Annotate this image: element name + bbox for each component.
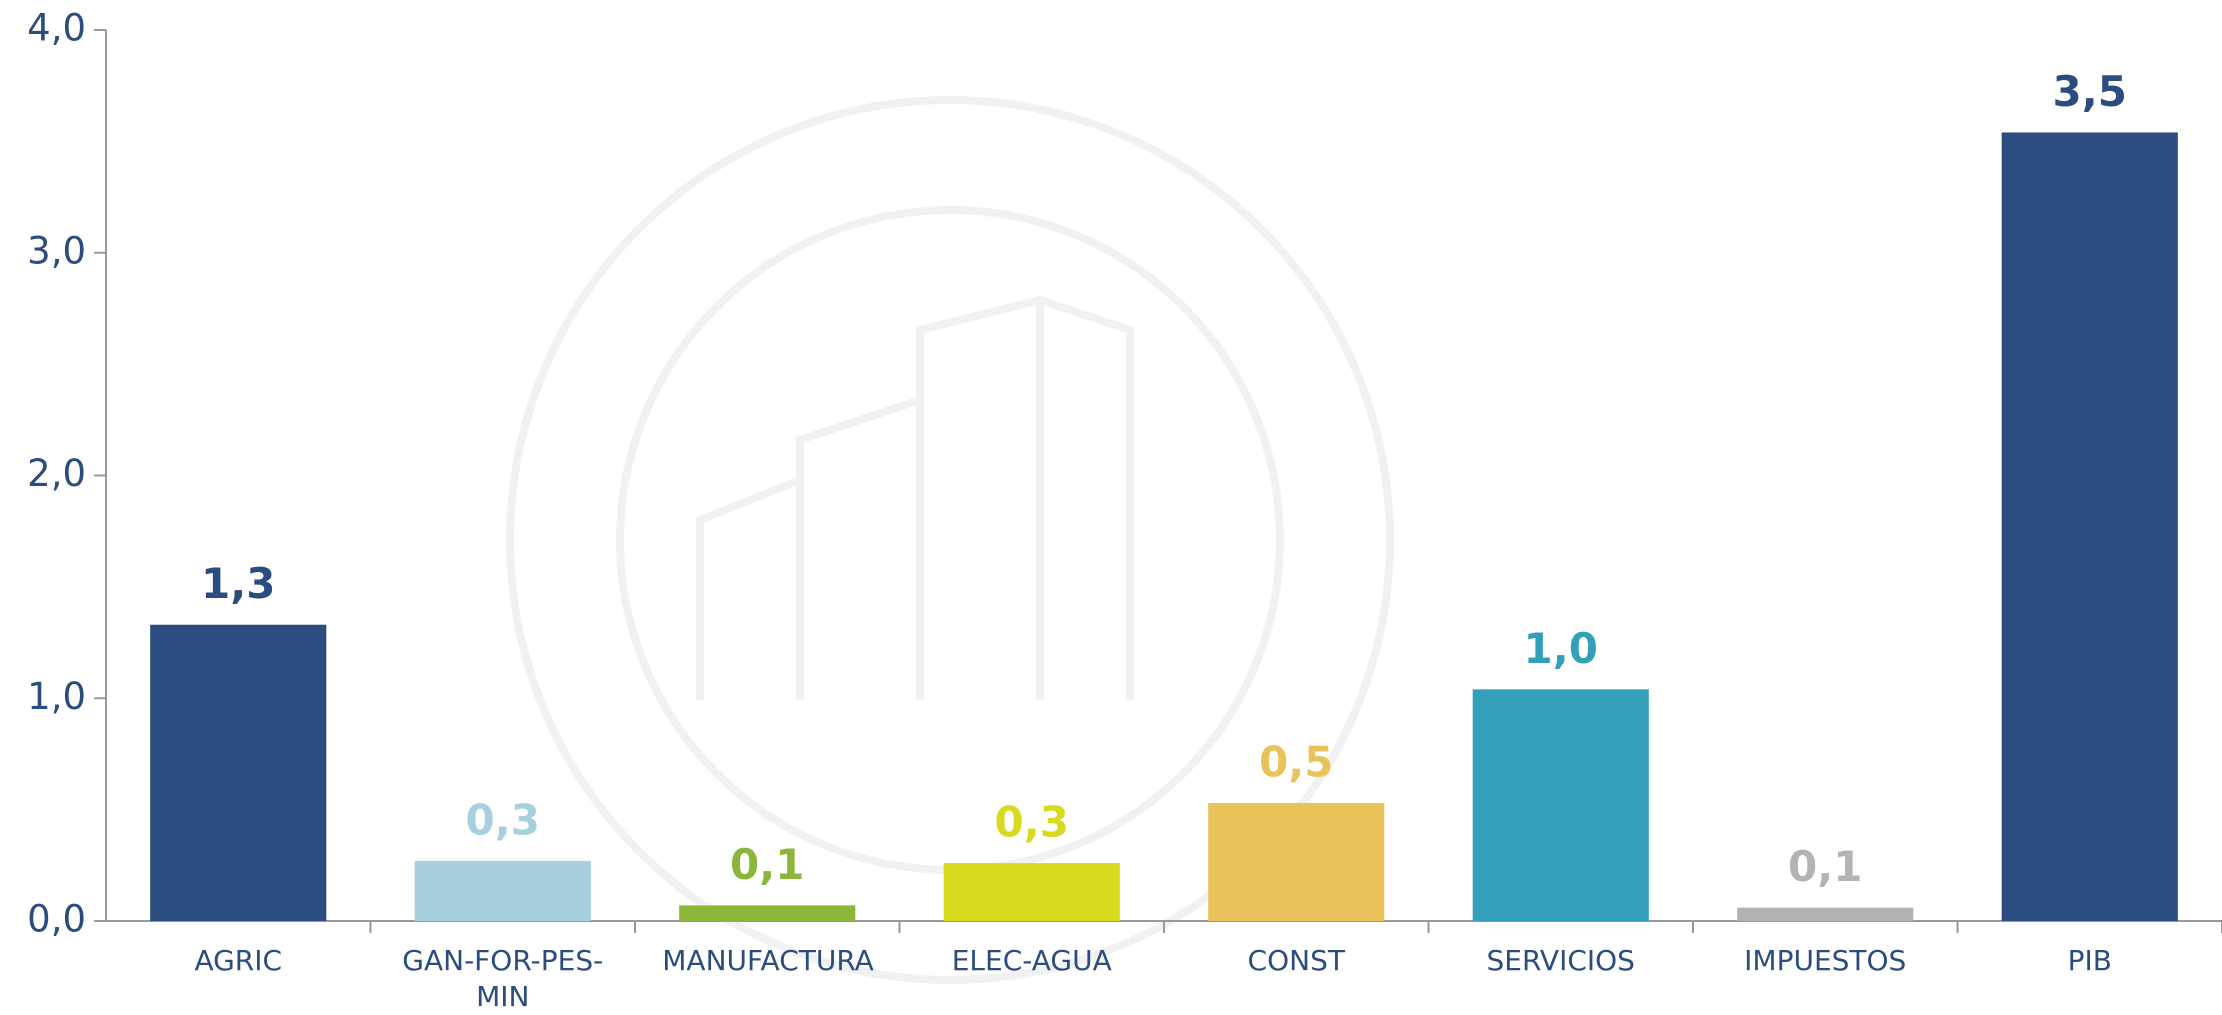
x-tick-label: PIB (2067, 944, 2112, 977)
y-tick-label: 2,0 (27, 452, 86, 495)
value-label: 0,1 (730, 840, 804, 889)
x-tick-label: MANUFACTURA (662, 944, 874, 977)
x-tick-label: ELEC-AGUA (951, 944, 1112, 977)
bar (150, 624, 327, 921)
bar (1208, 802, 1385, 921)
value-label: 1,0 (1524, 624, 1598, 673)
value-label: 0,3 (466, 795, 540, 844)
y-tick-label: 4,0 (27, 7, 86, 50)
y-tick-label: 1,0 (27, 675, 86, 718)
bar (2001, 132, 2178, 922)
bar (943, 863, 1120, 921)
x-tick-label: GAN-FOR-PES-MIN (402, 944, 604, 1013)
bar (1472, 689, 1649, 921)
value-label: 0,5 (1259, 737, 1333, 786)
y-tick-label: 0,0 (27, 898, 86, 941)
x-tick-label: CONST (1247, 944, 1345, 977)
value-label: 1,3 (201, 559, 275, 608)
value-label: 0,3 (995, 798, 1069, 847)
x-tick-label: IMPUESTOS (1744, 944, 1907, 977)
bar (414, 860, 591, 921)
value-label: 0,1 (1788, 842, 1862, 891)
x-tick-label: SERVICIOS (1486, 944, 1635, 977)
y-tick-label: 3,0 (27, 229, 86, 272)
x-tick-label: AGRIC (194, 944, 283, 977)
value-label: 3,5 (2053, 67, 2127, 116)
bar (679, 905, 856, 921)
bar (1737, 907, 1914, 921)
